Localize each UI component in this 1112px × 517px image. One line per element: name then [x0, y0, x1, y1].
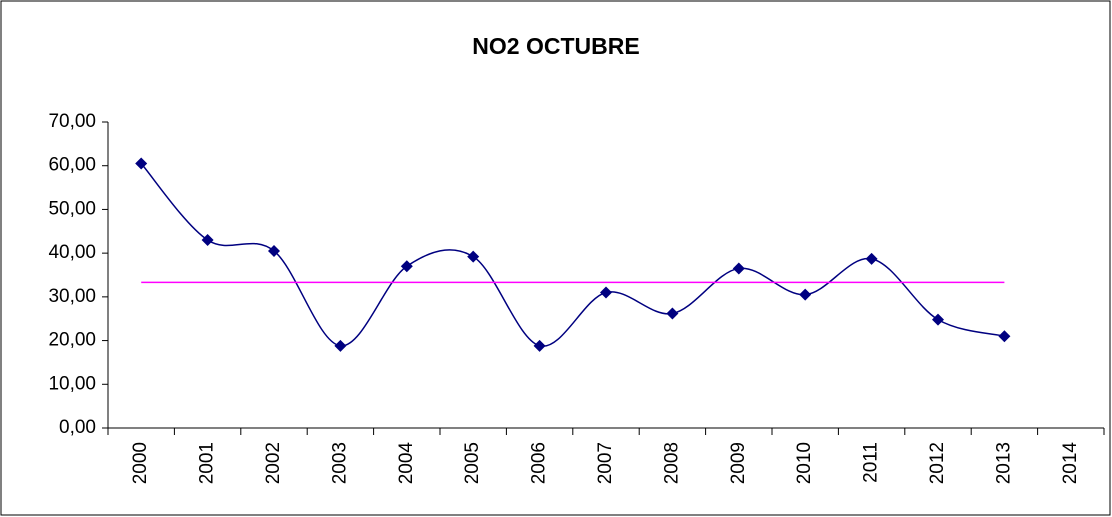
marker — [268, 244, 280, 257]
x-tick-label: 2006 — [529, 442, 550, 484]
x-tick-label: 2008 — [661, 442, 682, 484]
marker — [334, 339, 347, 352]
marker — [135, 157, 148, 170]
y-tick-label: 40,00 — [48, 242, 96, 263]
x-tick-label: 2000 — [130, 442, 151, 484]
marker — [600, 286, 612, 299]
y-tick-label: 60,00 — [48, 155, 96, 176]
y-tick-label: 30,00 — [48, 286, 96, 307]
marker — [732, 262, 745, 275]
x-tick-label: 2009 — [728, 442, 749, 484]
y-tick-label: 50,00 — [48, 198, 96, 219]
x-tick-label: 2012 — [927, 442, 948, 484]
y-tick-label: 20,00 — [48, 330, 96, 351]
y-tick-label: 70,00 — [48, 111, 96, 132]
marker — [400, 260, 413, 273]
marker — [799, 288, 812, 301]
x-tick-label: 2005 — [462, 442, 483, 484]
x-tick-label: 2007 — [595, 442, 616, 484]
x-tick-label: 2014 — [1060, 442, 1081, 485]
x-tick-label: 2002 — [263, 442, 284, 484]
marker — [998, 330, 1011, 343]
x-tick-label: 2004 — [396, 442, 417, 485]
marker — [467, 250, 480, 263]
marker — [865, 252, 878, 265]
marker — [201, 234, 214, 247]
line-series — [140, 163, 1005, 347]
marker — [666, 307, 679, 320]
x-tick-label: 2011 — [861, 442, 882, 483]
marker — [533, 339, 546, 352]
marker — [932, 313, 944, 326]
chart-title: NO2 OCTUBRE — [472, 33, 639, 59]
x-tick-label: 2003 — [329, 442, 350, 484]
x-tick-label: 2010 — [794, 442, 815, 484]
y-tick-label: 0,00 — [59, 417, 96, 438]
x-tick-label: 2001 — [197, 442, 218, 484]
x-tick-label: 2013 — [993, 442, 1014, 484]
y-tick-label: 10,00 — [48, 373, 96, 394]
